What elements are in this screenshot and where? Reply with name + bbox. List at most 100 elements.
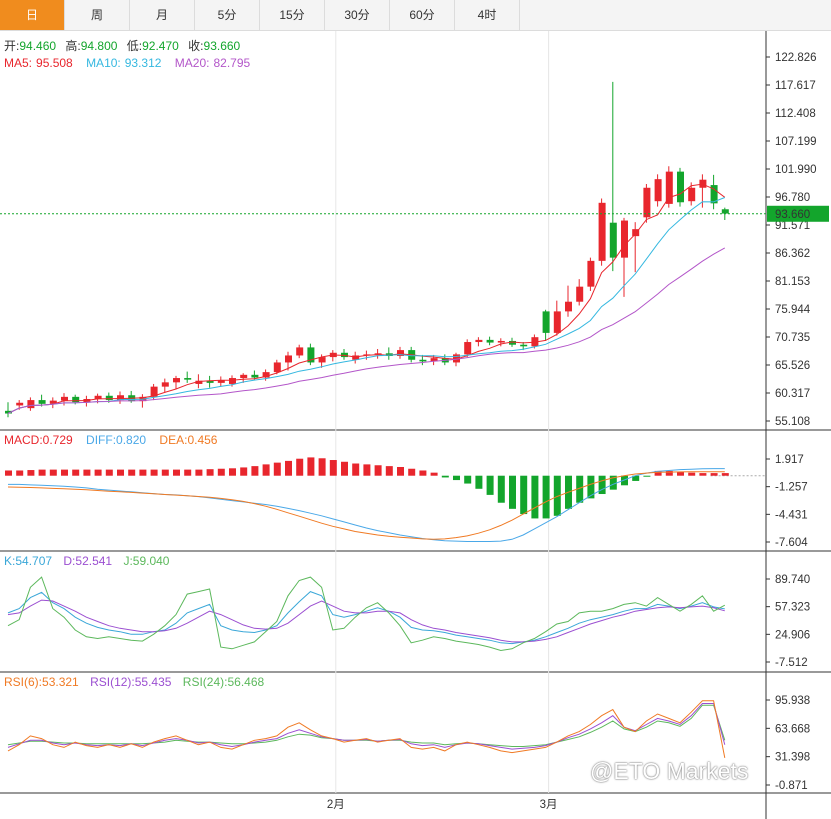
candle-body-0 [5,410,12,414]
macd-bar-0 [5,470,12,476]
macd-bar-25 [285,460,292,476]
price-y-tick-label-4: 101.990 [775,164,817,176]
price-y-tick-label-13: 55.108 [775,416,810,428]
ma10-value: 93.312 [125,56,162,70]
price-y-tick-label-7: 86.362 [775,248,810,260]
macd-bar-36 [408,468,416,476]
rsi-y-tick-label-0: 95.938 [775,695,810,707]
macd-bar-9 [105,469,113,476]
diff-value: 0.820 [116,433,146,447]
tab-5[interactable]: 30分 [325,0,390,30]
macd-bar-48 [542,475,550,519]
price-y-tick-label-8: 81.153 [775,276,810,288]
macd-bar-6 [72,469,80,476]
tab-0[interactable]: 日 [0,0,65,30]
macd-y-tick-label-3: -7.604 [775,537,808,549]
j-line [7,576,726,652]
low-label: 低: [127,39,142,53]
macd-bar-45 [509,475,516,509]
watermark-text: @ETO Markets [590,758,749,784]
macd-bar-14 [161,469,169,476]
k-label: K: [4,554,15,568]
macd-bar-8 [94,469,102,476]
candle-body-44 [497,340,505,343]
ma10-line [7,197,725,414]
tab-4[interactable]: 15分 [260,0,325,30]
ma20-value: 82.795 [213,56,250,70]
macd-bar-46 [520,475,528,515]
macd-bar-5 [61,469,68,476]
candle-body-4 [49,400,57,404]
kdj-y-tick-label-1: 57.323 [775,602,810,614]
tab-7[interactable]: 4时 [455,0,520,30]
macd-bar-4 [49,469,57,476]
tab-2[interactable]: 月 [130,0,195,30]
rsi12-line [7,703,726,750]
macd-bar-52 [587,475,595,499]
tab-3[interactable]: 5分 [195,0,260,30]
candle-body-59 [665,171,673,204]
candle-body-46 [520,344,528,347]
macd-y-tick-label-1: -1.257 [775,482,808,494]
candle-body-62 [699,179,707,188]
candle-body-1 [16,402,24,406]
macd-y-tick-label-2: -4.431 [775,509,808,521]
price-y-tick-label-11: 65.526 [775,360,810,372]
open-value: 94.460 [19,39,56,53]
candle-body-55 [621,220,628,258]
macd-label: MACD: [4,433,43,447]
candle-body-13 [150,386,158,397]
candle-body-64 [721,209,729,214]
macd-bar-37 [419,470,427,476]
candle-body-27 [307,347,315,363]
price-y-tick-label-3: 107.199 [775,136,817,148]
macd-bar-27 [307,457,315,476]
macd-bar-55 [621,475,628,486]
rsi12-label: RSI(12): [90,675,135,689]
tab-6[interactable]: 60分 [390,0,455,30]
ma-legend: MA5: 95.508 MA10: 93.312 MA20: 82.795 [4,56,251,70]
candle-body-49 [553,311,561,333]
macd-bar-30 [341,461,348,476]
candle-body-23 [262,372,270,378]
kdj-y-tick-label-3: -7.512 [775,657,808,669]
macd-bar-32 [363,464,371,476]
candle-body-10 [117,395,124,401]
macd-bar-58 [654,470,662,476]
macd-bar-33 [374,465,382,476]
chart-frame: 2月 3月 [0,31,831,819]
high-label: 高: [65,38,80,53]
candle-body-37 [419,359,427,362]
candle-body-18 [206,380,214,383]
x-tick-label-1: 3月 [540,799,558,811]
tab-1[interactable]: 周 [65,0,130,30]
ma20-line [7,247,726,414]
candle-body-20 [229,378,236,384]
candle-body-21 [240,374,248,379]
candle-body-19 [217,380,225,383]
macd-bar-39 [441,475,449,478]
macd-bar-28 [318,458,326,476]
macd-bar-41 [464,475,472,484]
macd-bar-44 [497,475,505,503]
kdj-y-tick-label-2: 24.906 [775,629,810,641]
kdj-y-tick-label-0: 89.740 [775,574,810,586]
rsi24-line [7,704,726,747]
macd-bar-13 [150,469,158,476]
low-value: 92.470 [142,39,179,53]
macd-bar-42 [475,475,483,489]
candle-body-38 [430,358,438,362]
rsi-legend: RSI(6):53.321 RSI(12):55.435 RSI(24):56.… [4,675,265,689]
dea-line [7,471,725,540]
high-value: 94.800 [81,39,118,53]
rsi6-value: 53.321 [42,675,79,689]
ma10-label: MA10: [86,56,121,70]
macd-bar-59 [665,470,673,476]
rsi-y-tick-label-1: 63.668 [775,723,810,735]
candle-body-2 [27,400,35,409]
macd-value: 0.729 [43,433,73,447]
price-y-tick-label-12: 60.317 [775,388,810,400]
price-y-tick-label-5: 96.780 [775,192,810,204]
candle-body-24 [273,362,281,373]
dea-value: 0.456 [187,433,217,447]
